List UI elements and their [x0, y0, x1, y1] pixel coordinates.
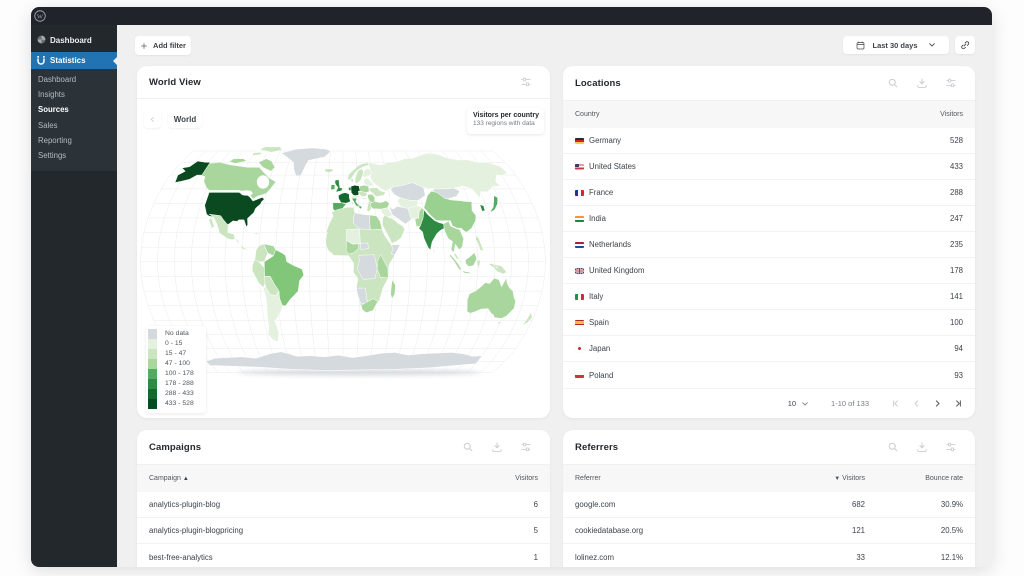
- svg-text:W: W: [37, 13, 44, 20]
